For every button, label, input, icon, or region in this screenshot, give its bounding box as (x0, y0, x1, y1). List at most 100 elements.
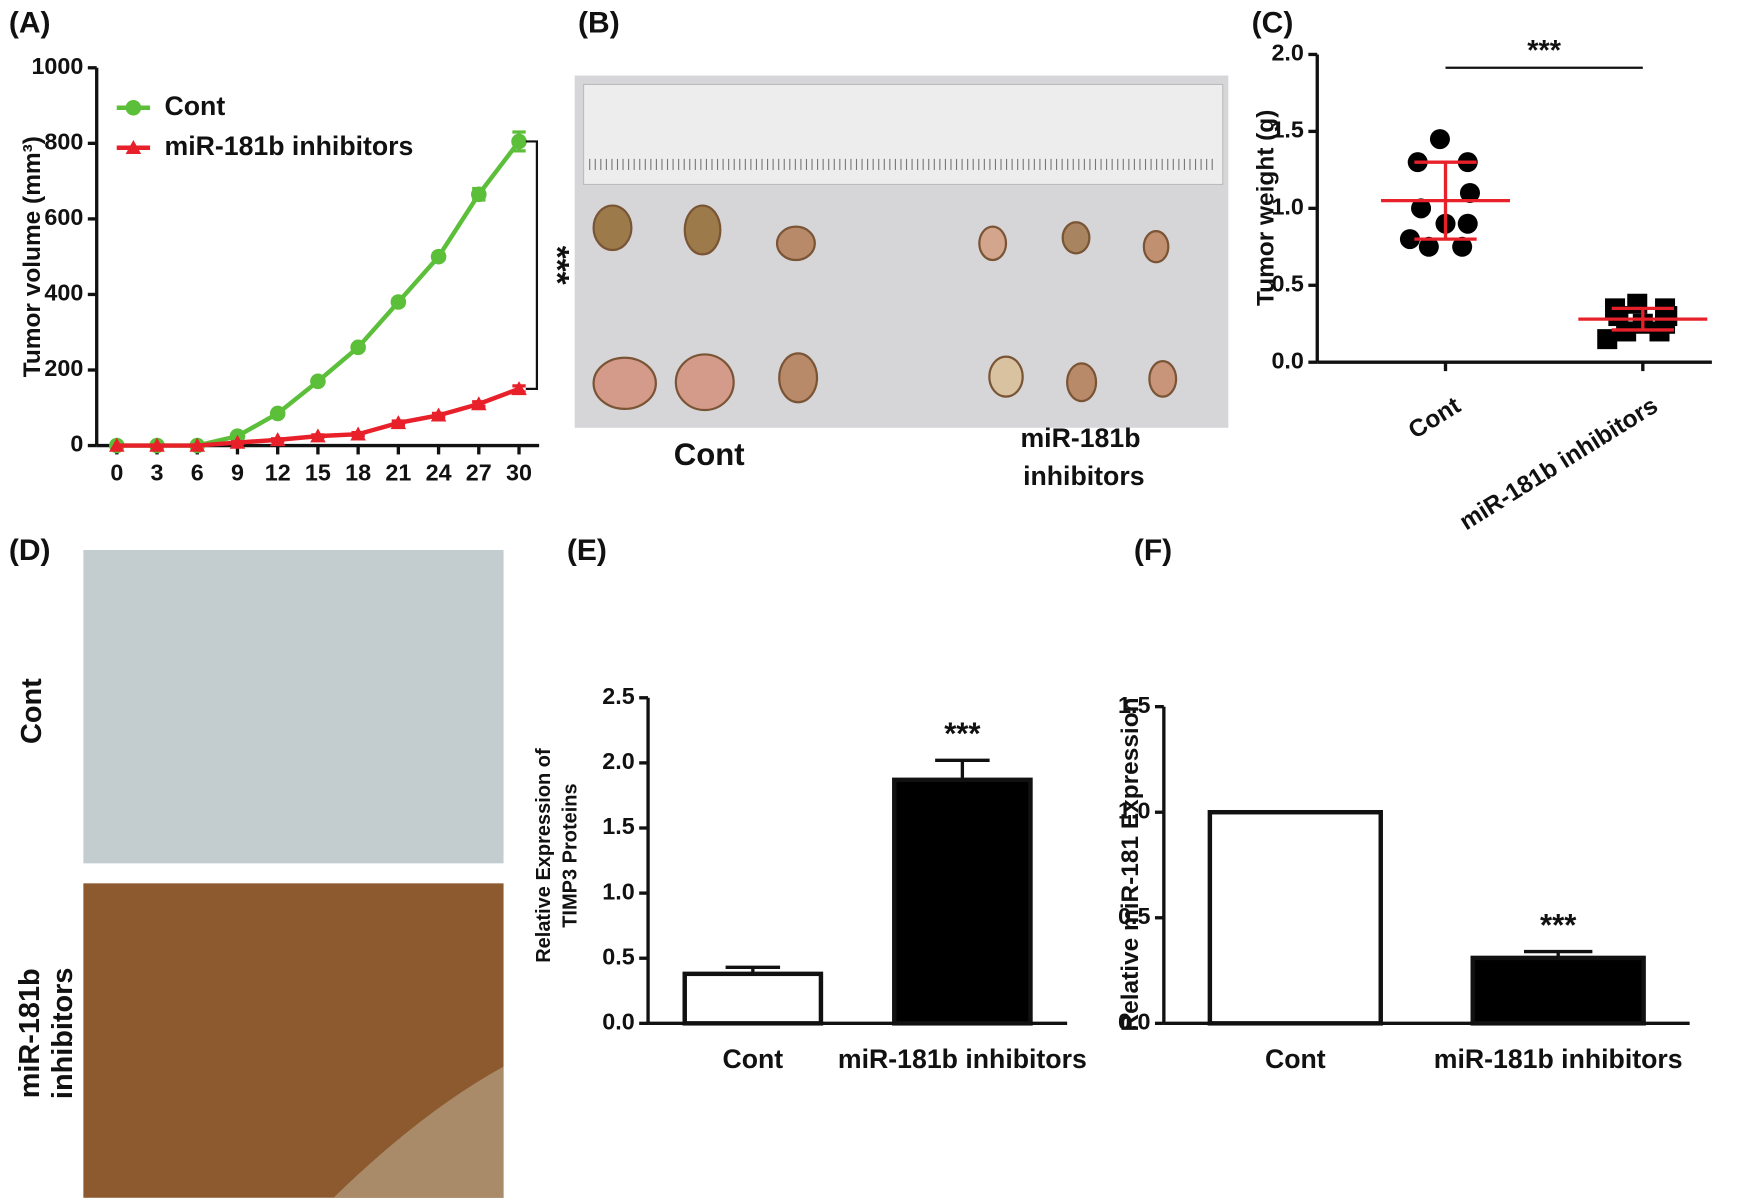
x-tick-label: Cont (1265, 1044, 1326, 1074)
tumors (592, 204, 1178, 412)
tumor (1061, 221, 1091, 255)
y-tick-label: 2.5 (602, 683, 634, 709)
sd-bar (1611, 306, 1674, 332)
x-tick-label: 21 (385, 460, 411, 486)
y-tick-label: 0.5 (602, 943, 634, 969)
marker (1399, 229, 1420, 250)
y-axis-label: Relative miR-181 Expression (1117, 697, 1144, 1031)
tumor (978, 225, 1008, 262)
panel-label: (A) (9, 6, 51, 39)
y-tick-label: 1.5 (1118, 692, 1150, 718)
histology-tissue-edge (333, 1066, 504, 1198)
panel-label: (C) (1252, 6, 1294, 39)
x-tick-label: 0 (110, 460, 123, 486)
tumor-photo (574, 75, 1229, 428)
x-tick-label: miR-181b inhibitors (1434, 1044, 1683, 1074)
marker (471, 396, 487, 411)
marker (229, 434, 246, 449)
y-tick-label: 1.5 (1271, 117, 1303, 143)
y-tick-label: 1.0 (1271, 193, 1303, 219)
tumor (988, 355, 1024, 398)
x-tick-label: Cont (1404, 392, 1466, 444)
y-tick-label: 0.5 (1271, 270, 1303, 296)
marker (125, 100, 142, 116)
marker (310, 373, 326, 390)
y-tick-label: 1.0 (602, 878, 634, 904)
x-tick-label: 15 (305, 460, 331, 486)
tumor (775, 225, 816, 262)
x-tick-label: 30 (506, 460, 532, 486)
significance-label: *** (1540, 907, 1577, 942)
panel-label: (B) (578, 6, 620, 39)
y-tick-label: 400 (44, 280, 83, 306)
group-label: inhibitors (1023, 461, 1144, 491)
y-tick-label: 0.0 (1118, 1008, 1150, 1034)
x-tick-label: 18 (345, 460, 371, 486)
tumor (1066, 362, 1098, 403)
x-tick-label: 24 (426, 460, 452, 486)
y-axis-label: Tumor weight (g) (1253, 110, 1280, 306)
marker (1459, 182, 1480, 203)
y-axis-label: Relative Expression of (533, 748, 555, 963)
marker (1429, 129, 1450, 150)
y-tick-label: 2.0 (1271, 40, 1303, 66)
bar (682, 971, 824, 1026)
panel-label: (E) (567, 534, 607, 567)
marker (350, 426, 366, 441)
marker (471, 186, 487, 203)
marker (1608, 306, 1629, 327)
histology-cont (83, 550, 504, 864)
ruler (583, 83, 1224, 185)
bar (1207, 810, 1383, 1026)
tumor (1142, 230, 1170, 264)
x-tick-label: 9 (231, 460, 244, 486)
marker (1457, 213, 1478, 234)
marker (149, 437, 165, 452)
marker (1418, 236, 1439, 257)
marker (310, 428, 326, 443)
marker (109, 437, 125, 452)
y-tick-label: 0.5 (1118, 903, 1150, 929)
y-tick-label: 1.0 (1118, 797, 1150, 823)
error-bar (935, 758, 990, 780)
legend-label: Cont (165, 91, 226, 121)
y-tick-label: 0.0 (1271, 347, 1303, 373)
y-tick-label: 600 (44, 204, 83, 230)
x-tick-label: 3 (151, 460, 164, 486)
x-tick-label: miR-181b inhibitors (1455, 392, 1663, 536)
y-tick-label: 0.0 (602, 1008, 634, 1034)
marker (269, 432, 286, 447)
x-tick-label: miR-181b inhibitors (838, 1044, 1087, 1074)
marker (1452, 236, 1473, 257)
bar (1470, 955, 1646, 1026)
marker (189, 437, 206, 452)
group-label: inhibitors (47, 968, 79, 1100)
marker (125, 140, 142, 154)
significance-label: *** (1527, 35, 1561, 67)
panel-label: (F) (1134, 534, 1172, 567)
y-tick-label: 2.0 (602, 748, 634, 774)
x-tick-label: 6 (191, 460, 204, 486)
marker (269, 405, 286, 422)
significance-label: *** (538, 246, 575, 285)
x-tick-label: Cont (722, 1044, 783, 1074)
x-tick-label: 27 (466, 460, 492, 486)
marker (511, 381, 527, 396)
y-tick-label: 0 (70, 431, 83, 457)
panel-label: (D) (9, 534, 51, 567)
y-tick-label: 1.5 (602, 813, 634, 839)
marker (1597, 329, 1618, 350)
marker (511, 133, 527, 150)
bar (892, 777, 1033, 1026)
marker (350, 339, 366, 356)
tumor (778, 352, 819, 404)
significance-label: *** (944, 716, 981, 751)
y-axis-label: Tumor volume (mm³) (19, 136, 46, 377)
series-line (116, 140, 521, 448)
marker (1411, 198, 1432, 219)
legend-label: miR-181b inhibitors (165, 131, 414, 161)
marker (430, 407, 447, 422)
y-tick-label: 1000 (31, 53, 83, 79)
marker (390, 415, 407, 430)
